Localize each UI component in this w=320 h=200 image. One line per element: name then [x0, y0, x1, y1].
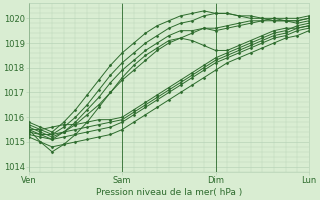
X-axis label: Pression niveau de la mer( hPa ): Pression niveau de la mer( hPa ) — [96, 188, 242, 197]
